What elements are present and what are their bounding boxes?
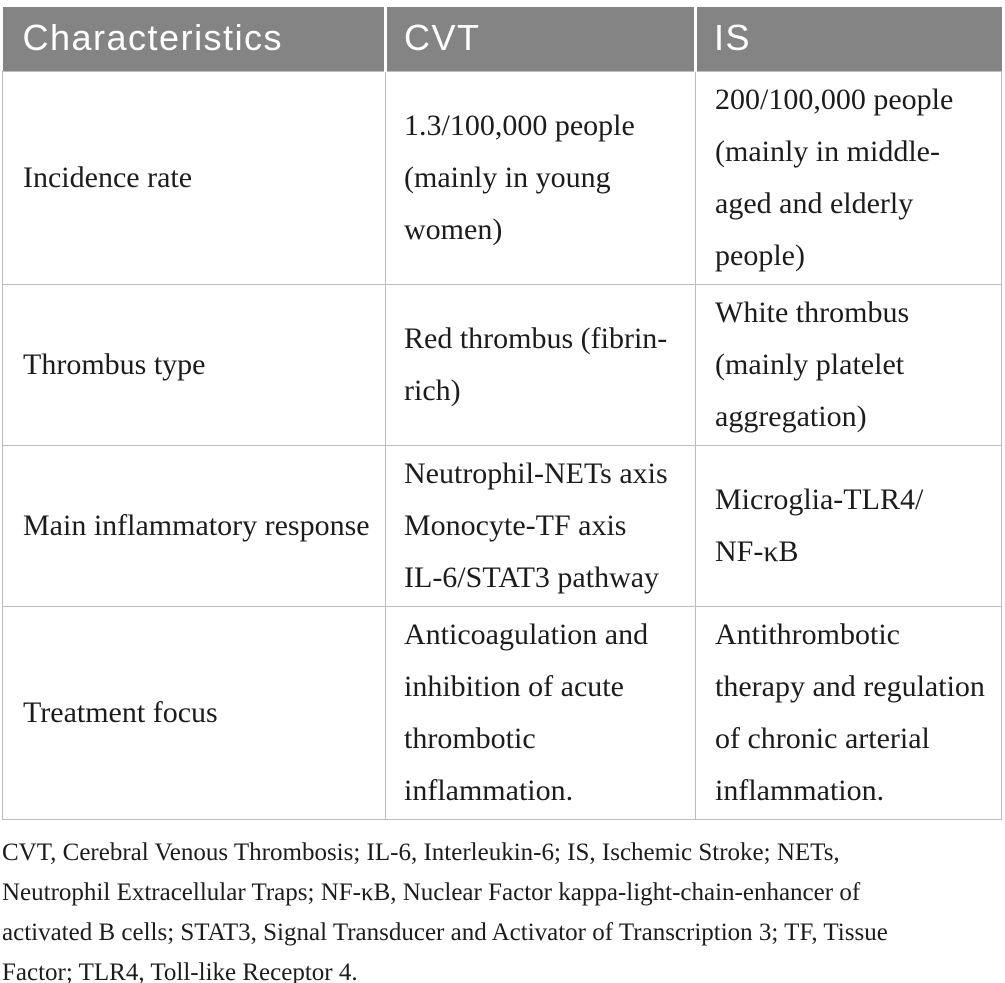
table-row-thrombus-type: Thrombus type Red thrombus (fibrin- rich… [2, 283, 1002, 446]
table-body: Incidence rate 1.3/100,000 people (mainl… [2, 70, 1002, 820]
row-label: Incidence rate [2, 70, 386, 285]
table-row-incidence-rate: Incidence rate 1.3/100,000 people (mainl… [2, 70, 1002, 285]
table-footnote: CVT, Cerebral Venous Thrombosis; IL-6, I… [2, 838, 888, 983]
row-label: Treatment focus [2, 605, 386, 820]
table-header: Characteristics CVT IS [2, 7, 1002, 71]
is-cell: Microglia-TLR4/ NF-κB [695, 444, 1002, 607]
cvt-cell: Neutrophil-NETs axis Monocyte-TF axis IL… [385, 444, 696, 607]
column-header-is: IS [694, 7, 1002, 71]
cvt-cell: 1.3/100,000 people (mainly in young wome… [385, 70, 696, 285]
header-row: Characteristics CVT IS [2, 7, 1002, 71]
row-label: Main inflammatory response [2, 444, 386, 607]
is-cell: White thrombus (mainly platelet aggregat… [695, 283, 1002, 446]
row-label: Thrombus type [2, 283, 386, 446]
table-row-main-inflammatory-response: Main inflammatory response Neutrophil-NE… [2, 444, 1002, 607]
cvt-cell: Anticoagulation and inhibition of acute … [385, 605, 696, 820]
table-row-treatment-focus: Treatment focus Anticoagulation and inhi… [2, 605, 1002, 820]
column-header-cvt: CVT [384, 7, 696, 71]
column-header-characteristics: Characteristics [2, 7, 386, 71]
is-cell: Antithrombotic therapy and regulation of… [695, 605, 1002, 820]
comparison-table: Characteristics CVT IS Incidence rate 1.… [2, 7, 1002, 820]
cvt-cell: Red thrombus (fibrin- rich) [385, 283, 696, 446]
is-cell: 200/100,000 people (mainly in middle- ag… [695, 70, 1002, 285]
